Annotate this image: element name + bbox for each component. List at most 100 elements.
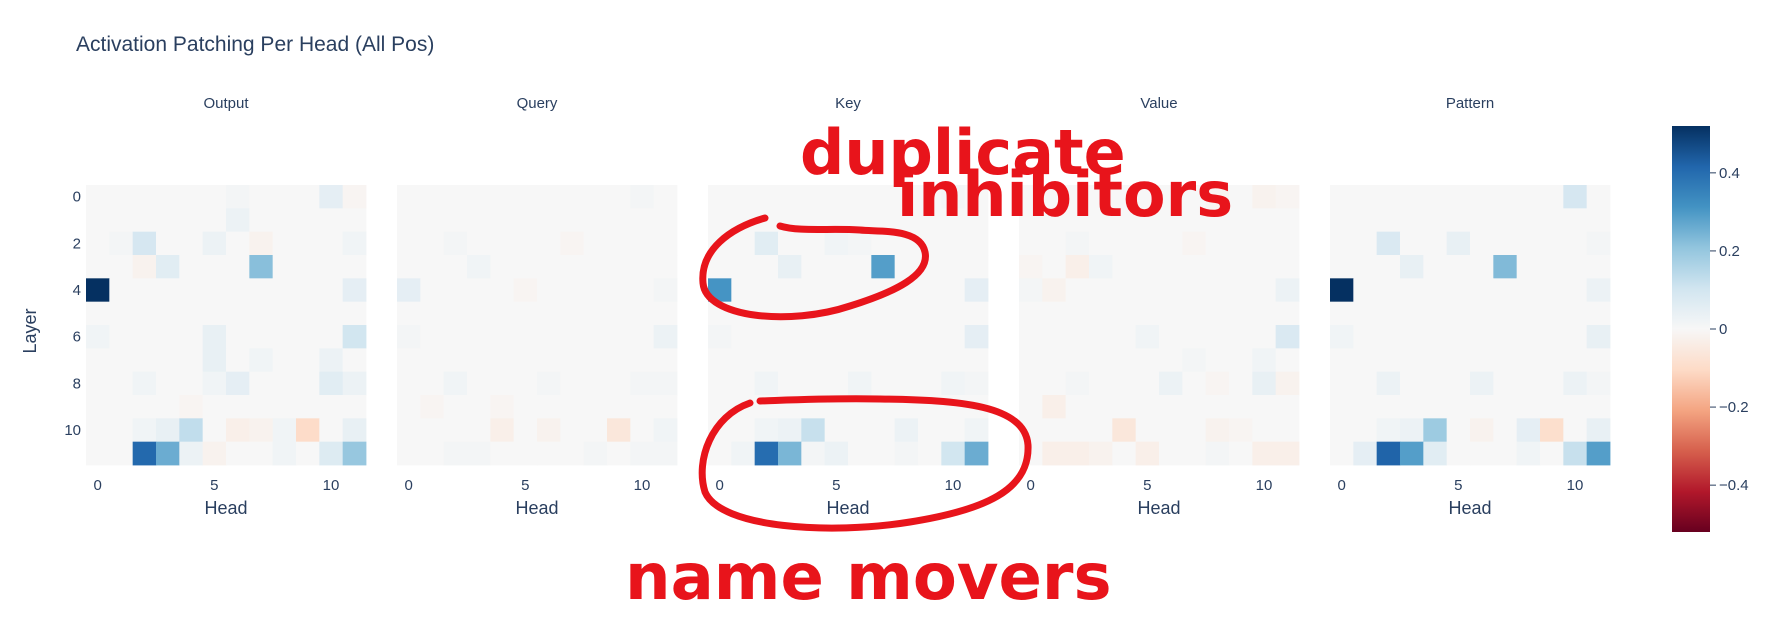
heatmap-cell (86, 348, 110, 373)
heatmap-cell (202, 395, 227, 419)
heatmap-cell (467, 371, 491, 396)
heatmap-cell (894, 371, 919, 396)
heatmap-cell (754, 418, 779, 443)
heatmap-cell (560, 395, 585, 419)
heatmap-cell (1112, 301, 1137, 326)
annotation-text-name-movers: name movers (625, 541, 1112, 615)
heatmap-cell (342, 231, 367, 256)
heatmap-cell (1516, 301, 1541, 326)
heatmap-cell (226, 395, 250, 419)
heatmap-cell (1042, 301, 1067, 326)
heatmap-cell (132, 255, 157, 279)
heatmap-cell (537, 208, 561, 233)
heatmap-cell (156, 395, 180, 419)
heatmap-cell (583, 208, 608, 233)
heatmap-cell (653, 231, 678, 256)
heatmap-cell (1540, 441, 1564, 466)
heatmap-cell (778, 278, 802, 303)
heatmap-cell (871, 208, 896, 233)
heatmap-cell (443, 348, 468, 373)
heatmap-cell (824, 278, 849, 303)
heatmap-cell (918, 325, 942, 349)
heatmap-cell (272, 278, 297, 303)
heatmap-cell (537, 301, 561, 326)
heatmap-cell (583, 395, 608, 419)
heatmap-cell (226, 255, 250, 279)
heatmap-cell (653, 255, 678, 279)
heatmap-cell (653, 418, 678, 443)
heatmap-cell (1135, 255, 1160, 279)
heatmap-cell (342, 371, 367, 396)
heatmap-cell (179, 255, 204, 279)
colorbar-tick-label: 0.2 (1719, 243, 1740, 260)
heatmap-cell (1135, 395, 1160, 419)
heatmap-cell (296, 418, 320, 443)
heatmap-cell (1470, 348, 1494, 373)
heatmap-cell (1205, 185, 1230, 209)
heatmap-cell (583, 418, 608, 443)
heatmap-cell (918, 418, 942, 443)
heatmap-cell (420, 301, 445, 326)
heatmap-cell (296, 208, 320, 233)
heatmap-cell (420, 231, 445, 256)
colorbar-tick-label: 0.4 (1719, 165, 1740, 182)
heatmap-cell (513, 208, 538, 233)
heatmap-cell (1135, 348, 1160, 373)
heatmap-cell (894, 301, 919, 326)
x-tick-label: 10 (634, 477, 651, 494)
heatmap-cell (513, 441, 538, 466)
heatmap-cell (202, 185, 227, 209)
x-tick-label: 10 (945, 477, 962, 494)
heatmap-cell (1065, 325, 1090, 349)
heatmap-cell (1446, 395, 1471, 419)
x-tick-label: 10 (1256, 477, 1273, 494)
heatmap-cell (202, 348, 227, 373)
heatmap-cell (467, 325, 491, 349)
heatmap-cell (319, 441, 344, 466)
heatmap-cell (1400, 395, 1424, 419)
heatmap-cell (202, 208, 227, 233)
heatmap-cell (560, 418, 585, 443)
heatmap-cell (1159, 418, 1183, 443)
heatmap-cell (607, 395, 631, 419)
heatmap-cell (1540, 418, 1564, 443)
heatmap-cell (1135, 371, 1160, 396)
heatmap-cell (1275, 348, 1300, 373)
heatmap-cell (1353, 231, 1378, 256)
heatmap-cell (607, 231, 631, 256)
heatmap-cell (941, 208, 966, 233)
heatmap-cell (583, 348, 608, 373)
heatmap-cell (778, 231, 802, 256)
heatmap-cell (1252, 325, 1277, 349)
heatmap-cell (941, 418, 966, 443)
heatmap-cell (272, 418, 297, 443)
heatmap-cell (272, 301, 297, 326)
heatmap-cell (560, 441, 585, 466)
heatmap-cell (708, 371, 732, 396)
heatmap-cell (443, 255, 468, 279)
heatmap-cell (1470, 185, 1494, 209)
heatmap-cell (731, 278, 756, 303)
heatmap-cell (397, 348, 421, 373)
heatmap-cell (467, 231, 491, 256)
heatmap-cell (607, 208, 631, 233)
heatmap-cell (778, 185, 802, 209)
heatmap-cell (156, 371, 180, 396)
heatmap-cell (778, 441, 802, 466)
heatmap-cell (918, 301, 942, 326)
heatmap-cell (86, 441, 110, 466)
heatmap-cell (109, 255, 134, 279)
heatmap-cell (653, 441, 678, 466)
heatmap-cell (731, 185, 756, 209)
heatmap-cell (560, 231, 585, 256)
heatmap-cell (1563, 395, 1588, 419)
panel-output: Output 0 5 10 Head 0 2 4 6 8 10 (64, 95, 367, 518)
heatmap-cell (1019, 255, 1043, 279)
heatmap-cell (708, 325, 732, 349)
heatmap-cell (1423, 418, 1448, 443)
heatmap-cell (537, 418, 561, 443)
heatmap-cell (1470, 278, 1494, 303)
heatmap-cell (1540, 255, 1564, 279)
heatmap-cell (1446, 185, 1471, 209)
heatmap-cell (249, 325, 274, 349)
